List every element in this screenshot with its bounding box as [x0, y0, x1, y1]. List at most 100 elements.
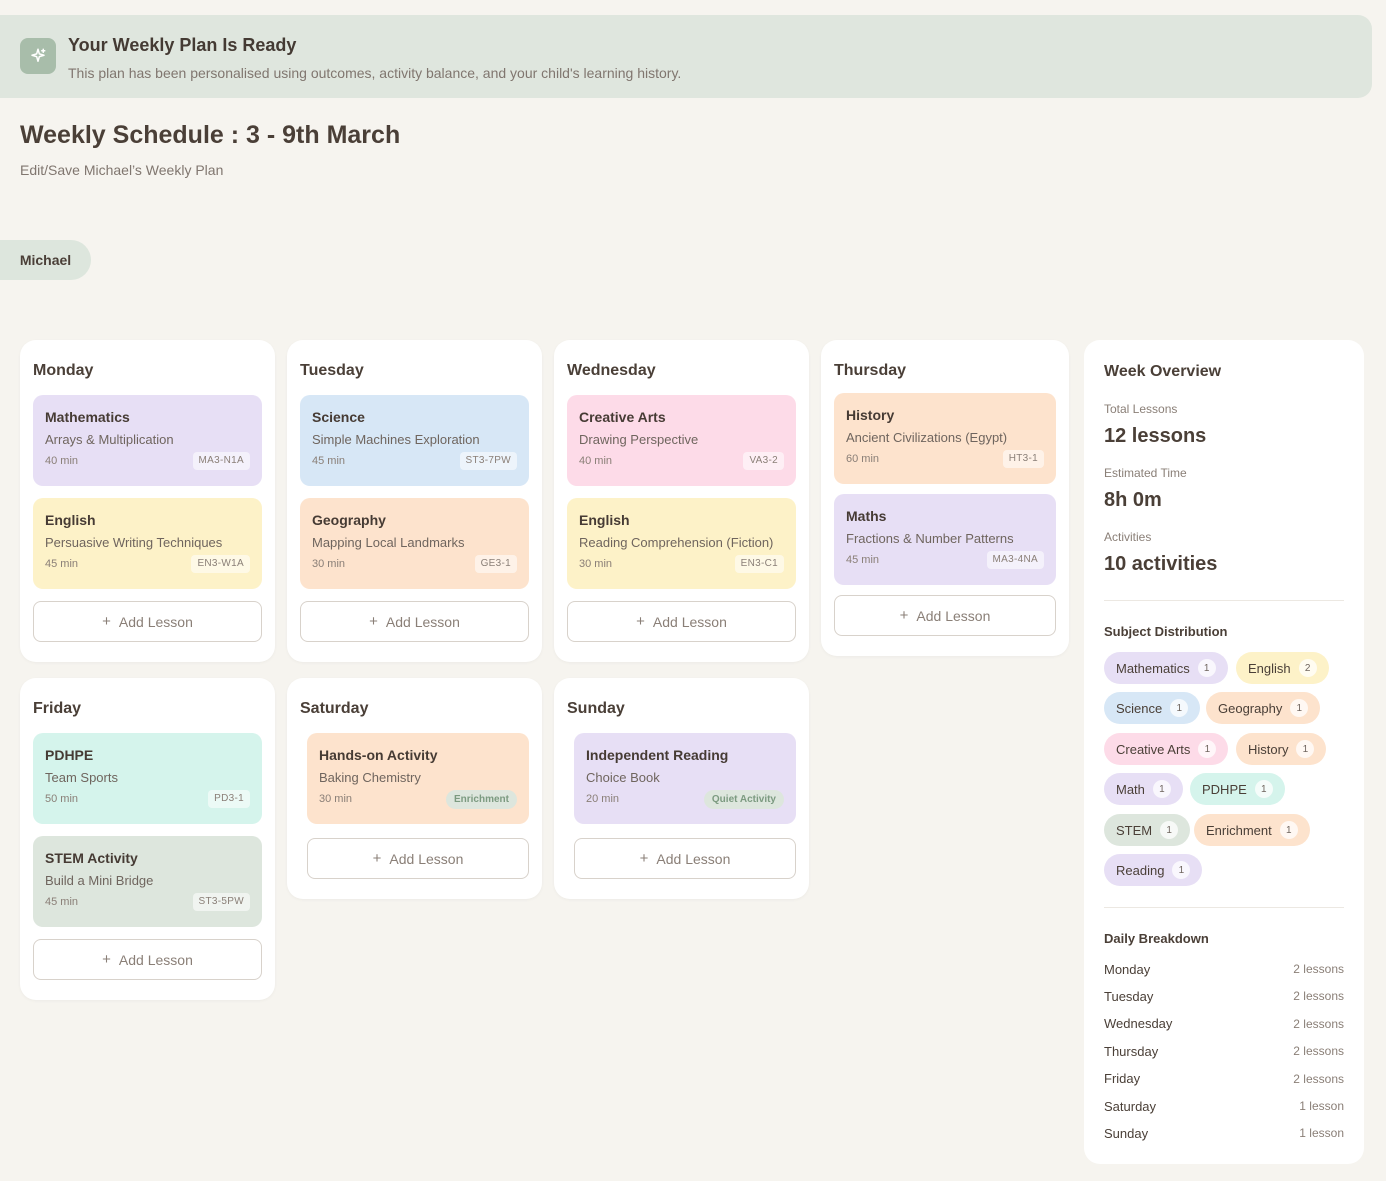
day-card-saturday: Saturday Hands-on Activity Baking Chemistr… [287, 678, 542, 899]
lesson-topic: Drawing Perspective [579, 432, 699, 447]
add-lesson-label: Add Lesson [656, 850, 731, 867]
plus-icon: + [372, 850, 382, 867]
plus-icon: + [102, 951, 111, 968]
breakdown-count: 2 lessons [1293, 1044, 1344, 1059]
breakdown-day: Saturday [1104, 1098, 1157, 1114]
lesson-subject: Science [312, 409, 365, 425]
chip-count: 1 [1198, 740, 1217, 758]
chip-count: 1 [1279, 821, 1298, 839]
day-name: Thursday [834, 362, 907, 379]
subject-chip-stem[interactable]: STEM 1 [1104, 814, 1191, 846]
lesson-card[interactable]: Geography Mapping Local Landmarks 30 min GE… [300, 498, 529, 589]
lesson-duration: 20 min [586, 793, 620, 805]
chip-count: 1 [1254, 780, 1273, 798]
add-lesson-label: Add Lesson [385, 613, 460, 630]
subject-chip-mathematics[interactable]: Mathematics 1 [1104, 652, 1228, 684]
add-lesson-button[interactable]: + Add Lesson [574, 838, 796, 879]
lesson-subject: Creative Arts [579, 409, 666, 425]
banner-subtitle: This plan has been personalised using ou… [68, 65, 682, 81]
chip-label: History [1248, 741, 1289, 757]
lesson-card[interactable]: English Persuasive Writing Techniques 45 m… [33, 498, 262, 589]
lesson-card[interactable]: Maths Fractions & Number Patterns 45 min MA… [834, 494, 1056, 585]
add-lesson-button[interactable]: + Add Lesson [307, 838, 529, 879]
chip-count: 1 [1160, 821, 1179, 839]
lesson-card[interactable]: English Reading Comprehension (Fiction) 30… [567, 498, 796, 589]
day-name: Wednesday [567, 362, 656, 379]
child-selector-michael[interactable]: Michael [0, 240, 91, 280]
subject-chip-enrichment[interactable]: Enrichment 1 [1194, 814, 1310, 846]
plus-icon: + [639, 850, 649, 867]
chip-label: Enrichment [1206, 822, 1272, 838]
page-subtitle: Edit/Save Michael’s Weekly Plan [20, 162, 224, 178]
breakdown-count: 2 lessons [1293, 1016, 1344, 1031]
total-lessons-label: Total Lessons [1104, 402, 1178, 416]
lesson-code-badge: PD3-1 [208, 790, 250, 808]
subject-distribution-title: Subject Distribution [1104, 624, 1228, 639]
lesson-card[interactable]: Science Simple Machines Exploration 45 min… [300, 395, 529, 486]
subject-chip-pdhpe[interactable]: PDHPE 1 [1190, 773, 1285, 805]
add-lesson-button[interactable]: + Add Lesson [300, 601, 529, 642]
lesson-tag-badge: Enrichment [445, 790, 517, 809]
plus-icon: + [636, 613, 645, 630]
day-name: Tuesday [300, 362, 364, 379]
breakdown-count: 2 lessons [1293, 962, 1344, 976]
lesson-card[interactable]: Creative Arts Drawing Perspective 40 min VA… [567, 395, 796, 486]
breakdown-day: Tuesday [1104, 988, 1154, 1004]
add-lesson-button[interactable]: + Add Lesson [834, 595, 1056, 636]
subject-chip-geography[interactable]: Geography 1 [1206, 692, 1321, 724]
lesson-card[interactable]: STEM Activity Build a Mini Bridge 45 min ST… [33, 836, 262, 927]
lesson-card[interactable]: History Ancient Civilizations (Egypt) 60 m… [834, 393, 1056, 484]
lesson-subject: English [45, 512, 96, 528]
lesson-card[interactable]: PDHPE Team Sports 50 min PD3-1 [33, 733, 262, 824]
day-card-thursday: Thursday History Ancient Civilizations (Eg… [821, 340, 1069, 656]
estimated-time-value: 8h 0m [1104, 489, 1162, 511]
chip-label: English [1248, 660, 1291, 676]
banner-title: Your Weekly Plan Is Ready [68, 35, 297, 55]
subject-chip-science[interactable]: Science 1 [1104, 692, 1201, 724]
lesson-duration: 40 min [45, 455, 79, 467]
activities-label: Activities [1104, 530, 1152, 544]
add-lesson-button[interactable]: + Add Lesson [567, 601, 796, 642]
day-name: Friday [33, 700, 82, 717]
breakdown-row: Friday 2 lessons [1104, 1069, 1344, 1089]
lesson-topic: Reading Comprehension (Fiction) [579, 535, 774, 550]
lesson-card[interactable]: Independent Reading Choice Book 20 min Quie… [574, 733, 796, 824]
chip-label: Science [1116, 700, 1163, 716]
lesson-card[interactable]: Hands-on Activity Baking Chemistry 30 min E… [307, 733, 529, 824]
subject-chip-creative-arts[interactable]: Creative Arts 1 [1104, 733, 1229, 765]
lesson-topic: Fractions & Number Patterns [846, 531, 1014, 546]
lesson-subject: Independent Reading [586, 747, 729, 763]
add-lesson-label: Add Lesson [118, 951, 193, 968]
lesson-topic: Persuasive Writing Techniques [45, 535, 223, 550]
lesson-code-badge: MA3-N1A [192, 452, 250, 470]
chip-count: 1 [1172, 861, 1191, 879]
sparkle-icon [20, 38, 56, 74]
chip-count: 1 [1290, 699, 1309, 717]
day-card-sunday: Sunday Independent Reading Choice Book 20 m… [554, 678, 809, 899]
lesson-card[interactable]: Mathematics Arrays & Multiplication 40 min… [33, 395, 262, 486]
add-lesson-button[interactable]: + Add Lesson [33, 601, 262, 642]
lesson-subject: Geography [312, 512, 386, 528]
subject-chip-math[interactable]: Math 1 [1104, 773, 1183, 805]
subject-chip-reading[interactable]: Reading 1 [1104, 854, 1203, 886]
lesson-duration: 45 min [312, 455, 346, 467]
lesson-duration: 30 min [319, 793, 353, 805]
breakdown-row: Wednesday 2 lessons [1104, 1014, 1344, 1034]
lesson-topic: Build a Mini Bridge [45, 873, 154, 888]
lesson-subject: English [579, 512, 630, 528]
lesson-topic: Ancient Civilizations (Egypt) [846, 430, 1008, 445]
chip-count: 1 [1170, 699, 1189, 717]
breakdown-row: Monday 2 lessons [1104, 959, 1344, 979]
overview-title: Week Overview [1104, 363, 1222, 380]
chip-count: 1 [1296, 740, 1315, 758]
day-card-wednesday: Wednesday Creative Arts Drawing Perspectiv… [554, 340, 809, 662]
subject-chip-history[interactable]: History 1 [1236, 733, 1327, 765]
estimated-time-label: Estimated Time [1104, 466, 1187, 480]
breakdown-day: Friday [1104, 1071, 1141, 1087]
lesson-topic: Choice Book [586, 770, 660, 785]
subject-chip-english[interactable]: English 2 [1236, 652, 1329, 684]
lesson-subject: Maths [846, 508, 887, 524]
add-lesson-button[interactable]: + Add Lesson [33, 939, 262, 980]
week-overview-panel: Week Overview Total Lessons 1 2 lessons E… [1084, 340, 1364, 1164]
chip-label: STEM [1116, 822, 1153, 838]
